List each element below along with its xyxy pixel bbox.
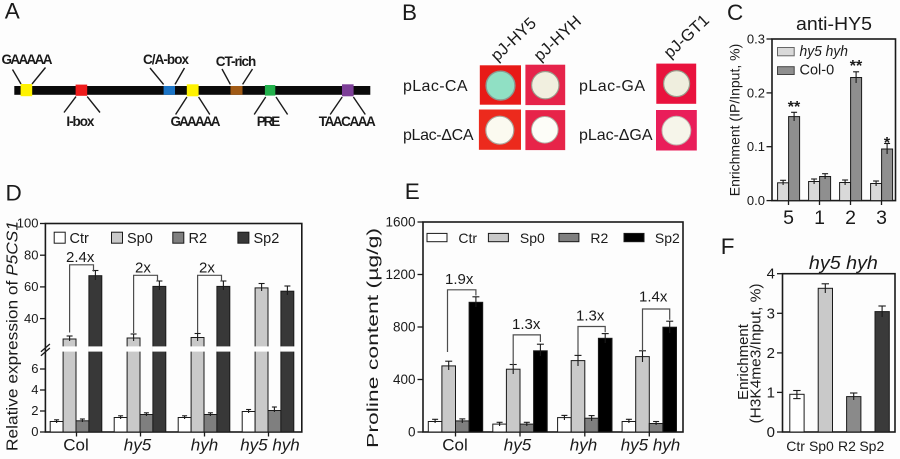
svg-text:2: 2: [31, 403, 38, 418]
svg-text:GAAAAA: GAAAAA: [171, 114, 221, 129]
svg-text:Sp2: Sp2: [859, 438, 884, 454]
svg-text:400: 400: [393, 372, 416, 387]
svg-text:PRE: PRE: [257, 114, 281, 129]
svg-text:F: F: [721, 234, 735, 259]
svg-text:R2: R2: [590, 230, 608, 246]
svg-text:pLac-ΔGA: pLac-ΔGA: [579, 127, 653, 144]
svg-text:0.0: 0.0: [747, 193, 765, 208]
svg-text:Proline content (µg/g): Proline content (µg/g): [365, 228, 382, 448]
svg-text:Sp2: Sp2: [655, 230, 680, 246]
svg-text:Col: Col: [63, 436, 89, 455]
svg-text:Col: Col: [442, 436, 468, 455]
svg-text:A: A: [5, 0, 20, 24]
svg-text:0: 0: [408, 425, 416, 440]
svg-text:Ctr: Ctr: [70, 231, 90, 247]
svg-text:3: 3: [876, 207, 887, 229]
svg-text:D: D: [6, 180, 22, 205]
svg-text:60: 60: [24, 279, 38, 294]
svg-text:I-box: I-box: [66, 114, 94, 129]
svg-text:hy5: hy5: [124, 436, 152, 455]
svg-text:*: *: [884, 135, 891, 152]
svg-text:1.9x: 1.9x: [445, 271, 474, 288]
svg-text:**: **: [850, 58, 863, 75]
svg-text:pLac-ΔCA: pLac-ΔCA: [403, 127, 474, 144]
svg-text:Enrichment (IP/Input, %): Enrichment (IP/Input, %): [727, 44, 743, 197]
svg-text:Enrichment: Enrichment: [735, 323, 752, 400]
svg-text:1.3x: 1.3x: [576, 308, 605, 325]
svg-text:Sp0: Sp0: [520, 230, 545, 246]
svg-text:100: 100: [17, 216, 39, 231]
svg-text:anti-HY5: anti-HY5: [796, 13, 872, 34]
svg-text:0: 0: [767, 424, 775, 441]
svg-text:C: C: [727, 0, 743, 25]
svg-text:1200: 1200: [385, 267, 415, 282]
svg-text:2: 2: [845, 207, 856, 229]
svg-text:800: 800: [393, 320, 416, 335]
svg-text:1: 1: [814, 207, 825, 229]
svg-text:2.4x: 2.4x: [66, 249, 95, 266]
svg-text:Ctr: Ctr: [458, 230, 477, 246]
svg-text:0: 0: [31, 424, 38, 439]
svg-text:R2: R2: [838, 438, 856, 454]
svg-text:hyh: hyh: [191, 436, 218, 455]
svg-text:R2: R2: [189, 231, 208, 247]
svg-text:GAAAAA: GAAAAA: [2, 52, 53, 67]
svg-text:hy5 hyh: hy5 hyh: [240, 436, 300, 455]
svg-text:Sp0: Sp0: [809, 438, 834, 454]
svg-text:2x: 2x: [135, 260, 151, 277]
svg-text:hy5 hyh: hy5 hyh: [800, 44, 849, 60]
svg-text:6: 6: [31, 361, 38, 376]
svg-text:E: E: [405, 179, 420, 204]
svg-text:1: 1: [767, 384, 775, 401]
svg-text:40: 40: [24, 311, 38, 326]
svg-text:hy5 hyh: hy5 hyh: [809, 253, 878, 273]
svg-text:2: 2: [767, 345, 775, 362]
svg-text:(H3K4me3/Input, %): (H3K4me3/Input, %): [748, 284, 765, 424]
svg-text:2x: 2x: [199, 260, 215, 277]
svg-text:Col-0: Col-0: [800, 63, 835, 79]
svg-text:B: B: [402, 0, 417, 25]
svg-text:1.3x: 1.3x: [512, 316, 541, 333]
svg-text:3: 3: [767, 305, 775, 322]
svg-text:Ctr: Ctr: [786, 438, 805, 454]
svg-text:TAACAAA: TAACAAA: [319, 114, 376, 129]
svg-text:hyh: hyh: [570, 436, 597, 455]
svg-text:C/A-box: C/A-box: [143, 52, 189, 67]
svg-text:pLac-CA: pLac-CA: [403, 78, 468, 95]
svg-text:0.3: 0.3: [747, 32, 765, 47]
svg-text:5: 5: [783, 207, 794, 229]
svg-text:1.4x: 1.4x: [639, 289, 668, 306]
svg-text:80: 80: [24, 247, 38, 262]
svg-text:hy5: hy5: [504, 436, 532, 455]
svg-text:Relative expression of P5CS1: Relative expression of P5CS1: [5, 221, 22, 451]
svg-text:hy5 hyh: hy5 hyh: [621, 436, 681, 455]
svg-text:0.2: 0.2: [747, 85, 765, 100]
svg-text:CT-rich: CT-rich: [216, 54, 257, 69]
svg-text:Sp0: Sp0: [127, 231, 153, 247]
svg-text:Sp2: Sp2: [254, 231, 280, 247]
svg-text:pLac-GA: pLac-GA: [579, 78, 645, 95]
svg-text:**: **: [788, 99, 801, 116]
svg-text:0.1: 0.1: [747, 139, 765, 154]
svg-text:1600: 1600: [385, 215, 415, 230]
svg-text:4: 4: [31, 382, 38, 397]
svg-text:4: 4: [767, 266, 775, 283]
